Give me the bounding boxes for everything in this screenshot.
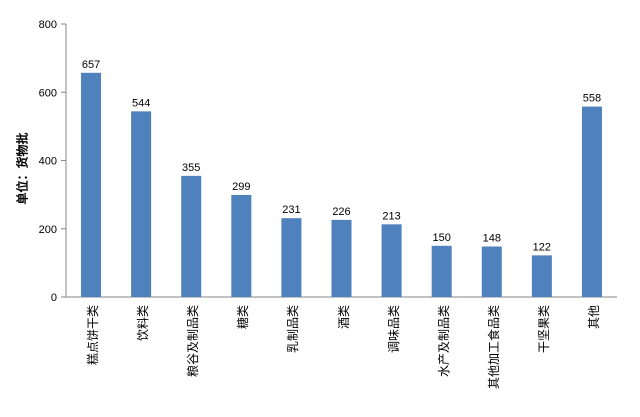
data-label: 213: [382, 210, 400, 222]
bar: [181, 175, 202, 297]
x-tick-label: 粮谷及制品类: [186, 304, 201, 377]
data-label: 558: [583, 93, 601, 105]
bar: [431, 245, 452, 297]
x-tick-label: 干坚果类: [536, 304, 551, 353]
data-label: 150: [433, 232, 451, 244]
y-axis-label: 单位：货物批: [15, 132, 30, 205]
bar: [281, 218, 302, 297]
bar: [81, 72, 102, 297]
bar: [381, 224, 402, 297]
y-tick-label: 600: [39, 87, 57, 99]
data-label: 657: [82, 59, 100, 71]
x-tick-label: 其他加工食品类: [486, 304, 501, 389]
x-tick-label: 水产及制品类: [436, 304, 451, 377]
data-label: 299: [232, 181, 250, 193]
x-tick-label: 饮料类: [136, 304, 151, 341]
data-label: 122: [533, 241, 551, 253]
data-label: 148: [483, 232, 501, 244]
x-tick-label: 糖类: [236, 304, 251, 329]
y-tick-label: 400: [39, 156, 57, 168]
bar: [581, 106, 602, 298]
bar: [331, 219, 352, 297]
bar: [531, 255, 552, 297]
y-tick-label: 200: [39, 224, 57, 236]
x-tick-label: 乳制品类: [286, 304, 301, 353]
x-tick-label: 酒类: [336, 304, 351, 329]
data-label: 544: [132, 97, 150, 109]
x-tick-label: 糕点饼干类: [86, 304, 101, 365]
y-tick-label: 800: [39, 19, 57, 31]
bar: [481, 246, 502, 297]
bar: [131, 111, 152, 297]
bar: [231, 194, 252, 297]
data-label: 355: [182, 162, 200, 174]
data-label: 231: [282, 204, 300, 216]
data-label: 226: [332, 206, 350, 218]
x-tick-label: 其他: [586, 304, 601, 329]
y-tick-label: 0: [51, 292, 57, 304]
x-tick-label: 调味品类: [386, 304, 401, 353]
